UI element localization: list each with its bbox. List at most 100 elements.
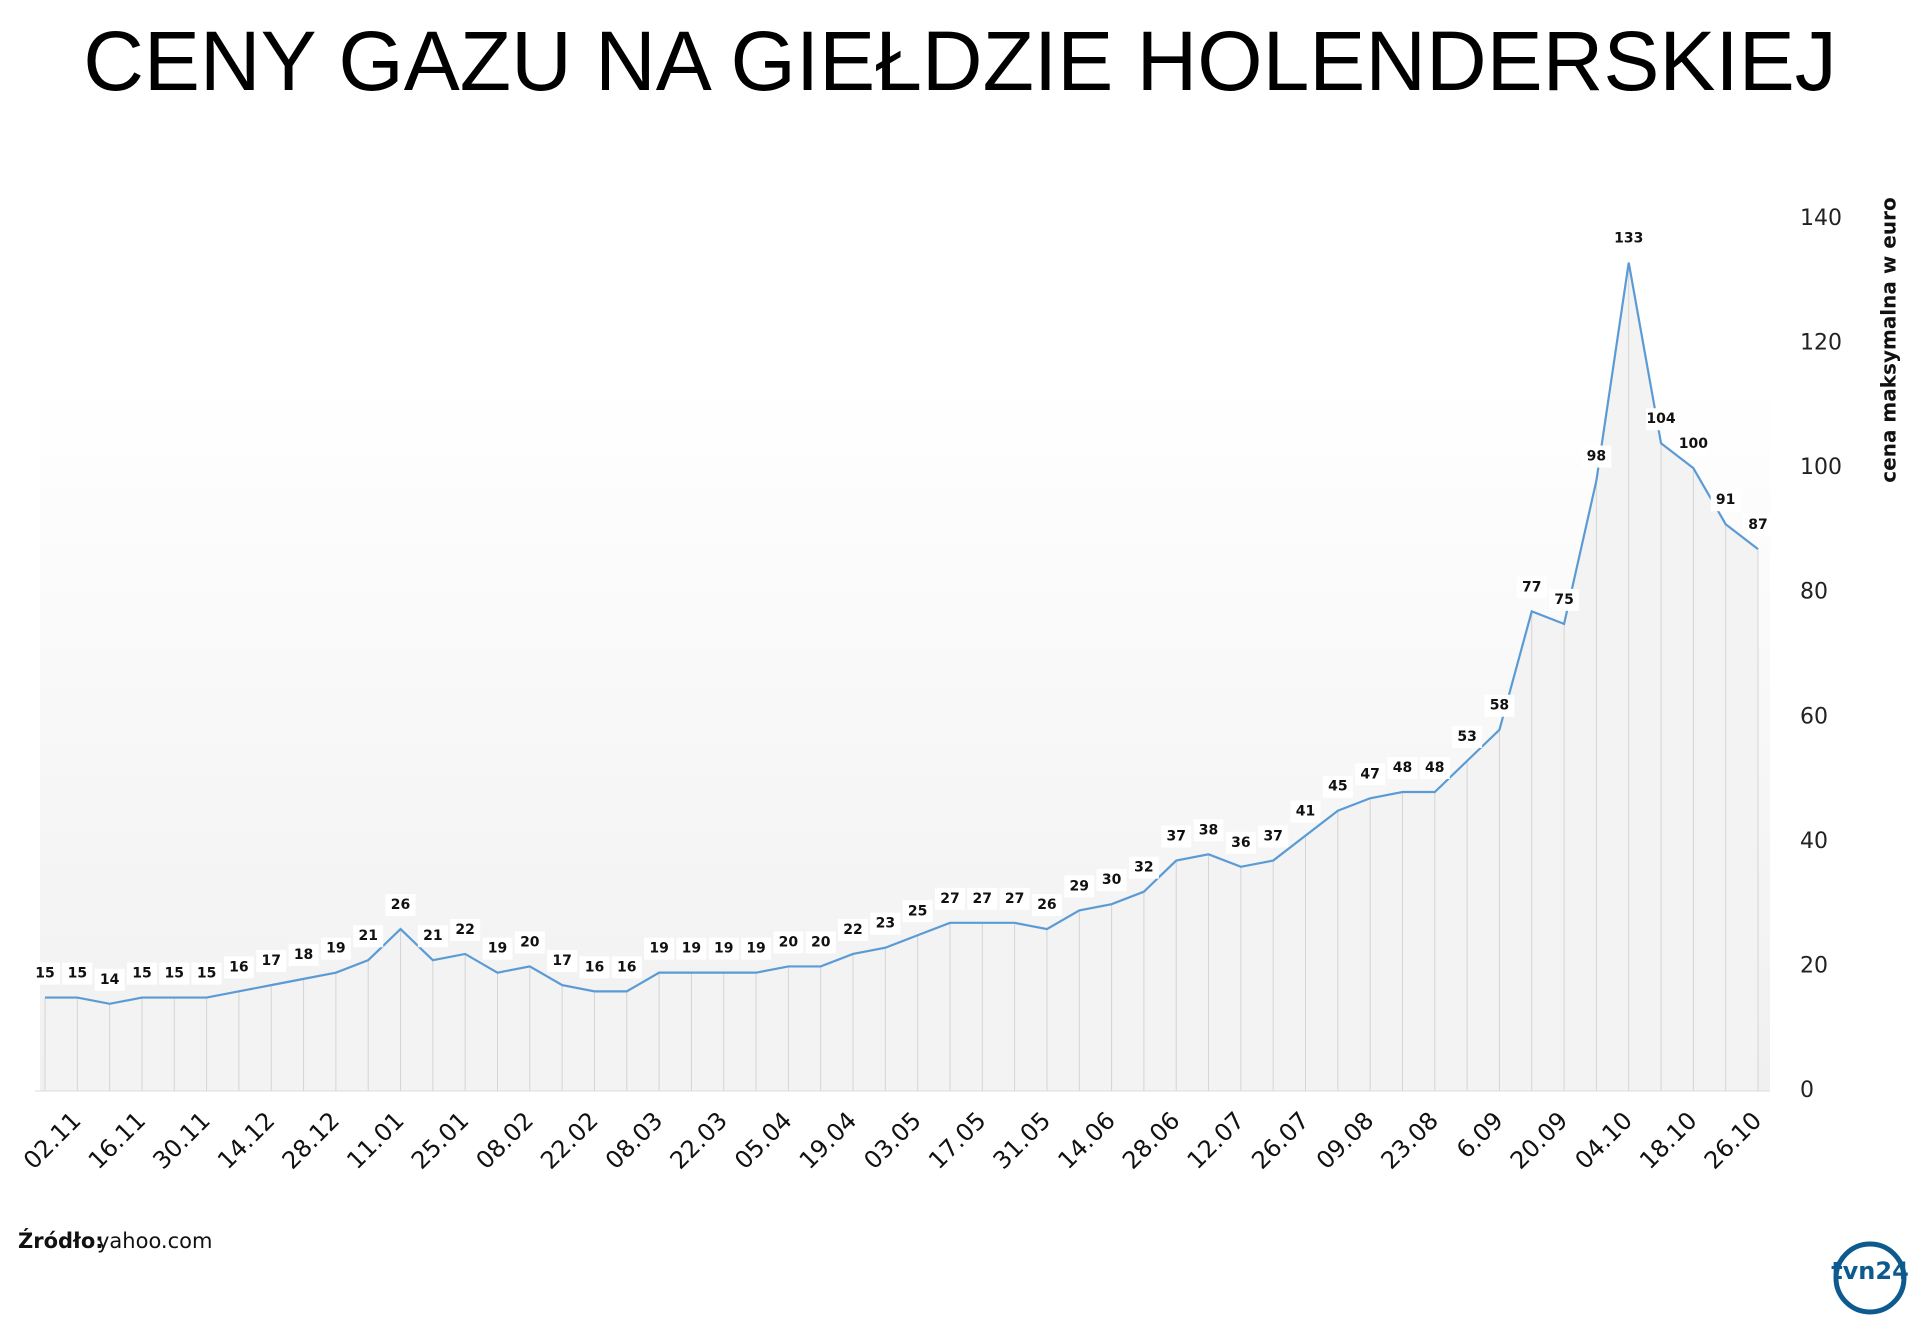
value-label-box	[417, 925, 448, 948]
value-label-box	[1322, 775, 1353, 798]
value-label: 41	[1296, 804, 1315, 820]
value-label: 19	[746, 941, 765, 957]
value-label-box	[1452, 725, 1483, 748]
logo-ring	[1833, 1241, 1907, 1315]
value-label-box	[934, 887, 965, 910]
y-tick-label: 60	[1800, 704, 1828, 729]
value-label: 26	[1037, 897, 1056, 913]
value-label: 15	[68, 966, 87, 982]
value-label-box	[450, 918, 481, 941]
value-label-box	[902, 900, 933, 923]
y-tick-label: 0	[1800, 1078, 1814, 1103]
x-tick-label: 17.05	[923, 1106, 991, 1174]
value-label: 18	[294, 947, 313, 963]
value-label-box	[547, 950, 578, 973]
y-tick-label: 140	[1800, 206, 1842, 231]
x-tick-label: 26.10	[1699, 1106, 1767, 1174]
x-tick-label: 08.02	[471, 1106, 539, 1174]
value-label-box	[191, 962, 222, 985]
value-label-box	[1193, 819, 1224, 842]
y-tick-label: 100	[1800, 455, 1842, 480]
value-label-box	[1484, 694, 1515, 717]
x-tick-label: 20.09	[1505, 1106, 1573, 1174]
value-label: 17	[552, 953, 571, 969]
value-label: 36	[1231, 835, 1250, 851]
value-label: 19	[326, 941, 345, 957]
value-label: 104	[1646, 411, 1675, 427]
value-label-box	[1678, 433, 1709, 456]
logo: tvn24	[1831, 1241, 1909, 1315]
value-label: 23	[876, 916, 895, 932]
value-label: 53	[1457, 729, 1476, 745]
value-label-box	[1419, 757, 1450, 780]
value-label-box	[611, 956, 642, 979]
x-tick-label: 28.12	[277, 1106, 345, 1174]
value-label-box	[870, 912, 901, 935]
value-label: 77	[1522, 579, 1541, 595]
value-label-box	[1613, 227, 1644, 250]
value-label-box	[838, 918, 869, 941]
x-tick-label: 18.10	[1634, 1106, 1702, 1174]
value-label-box	[1225, 831, 1256, 854]
value-label-box	[967, 887, 998, 910]
value-label-box	[1581, 445, 1612, 468]
x-tick-label: 25.01	[406, 1106, 474, 1174]
x-tick-label: 19.04	[794, 1106, 862, 1174]
x-tick-label: 08.03	[600, 1106, 668, 1174]
x-tick-label: 23.08	[1376, 1106, 1444, 1174]
value-label: 87	[1748, 517, 1767, 533]
value-label-box	[708, 937, 739, 960]
value-label: 20	[811, 934, 831, 950]
value-label: 16	[585, 959, 604, 975]
value-label: 25	[908, 903, 927, 919]
value-label-box	[644, 937, 675, 960]
x-tick-label: 05.04	[729, 1106, 797, 1174]
value-label: 29	[1070, 878, 1089, 894]
value-label-box	[1646, 408, 1677, 431]
value-label: 26	[391, 897, 410, 913]
value-label: 27	[973, 891, 992, 907]
x-tick-label: 28.06	[1117, 1106, 1185, 1174]
value-label-box	[126, 962, 157, 985]
value-label-box	[288, 943, 319, 966]
value-label-box	[320, 937, 351, 960]
value-label-box	[579, 956, 610, 979]
value-label: 15	[165, 966, 184, 982]
value-label: 20	[779, 934, 799, 950]
value-label-box	[676, 937, 707, 960]
area	[45, 262, 1758, 1092]
value-label: 48	[1425, 760, 1444, 776]
value-label-box	[999, 887, 1030, 910]
value-label-box	[1161, 825, 1192, 848]
value-label-box	[1128, 856, 1159, 879]
value-label: 32	[1134, 860, 1153, 876]
value-label-box	[159, 962, 190, 985]
value-label-box	[1258, 825, 1289, 848]
value-label-box	[30, 962, 60, 985]
value-label: 16	[229, 959, 248, 975]
value-label: 38	[1199, 822, 1218, 838]
value-label: 37	[1263, 829, 1282, 845]
y-tick-label: 20	[1800, 953, 1828, 978]
value-label: 47	[1360, 766, 1379, 782]
value-label-box	[741, 937, 772, 960]
value-label: 58	[1490, 698, 1509, 714]
value-label-box	[773, 931, 804, 954]
value-label-box	[1387, 757, 1418, 780]
value-label-box	[514, 931, 545, 954]
x-tick-label: 30.11	[147, 1106, 215, 1174]
value-label: 17	[262, 953, 281, 969]
value-label: 37	[1166, 829, 1185, 845]
value-label-box	[805, 931, 836, 954]
value-label: 75	[1554, 592, 1573, 608]
value-label-box	[256, 950, 287, 973]
value-label: 19	[649, 941, 668, 957]
y-axis-title: cena maksymalna w euro	[1877, 197, 1901, 482]
value-label-box	[94, 968, 125, 991]
y-tick-label: 120	[1800, 331, 1842, 356]
value-label: 48	[1393, 760, 1412, 776]
source-label: Źródło:	[18, 1228, 104, 1253]
chart-title: CENY GAZU NA GIEŁDZIE HOLENDERSKIEJ	[83, 14, 1837, 108]
value-label-box	[1516, 576, 1547, 599]
